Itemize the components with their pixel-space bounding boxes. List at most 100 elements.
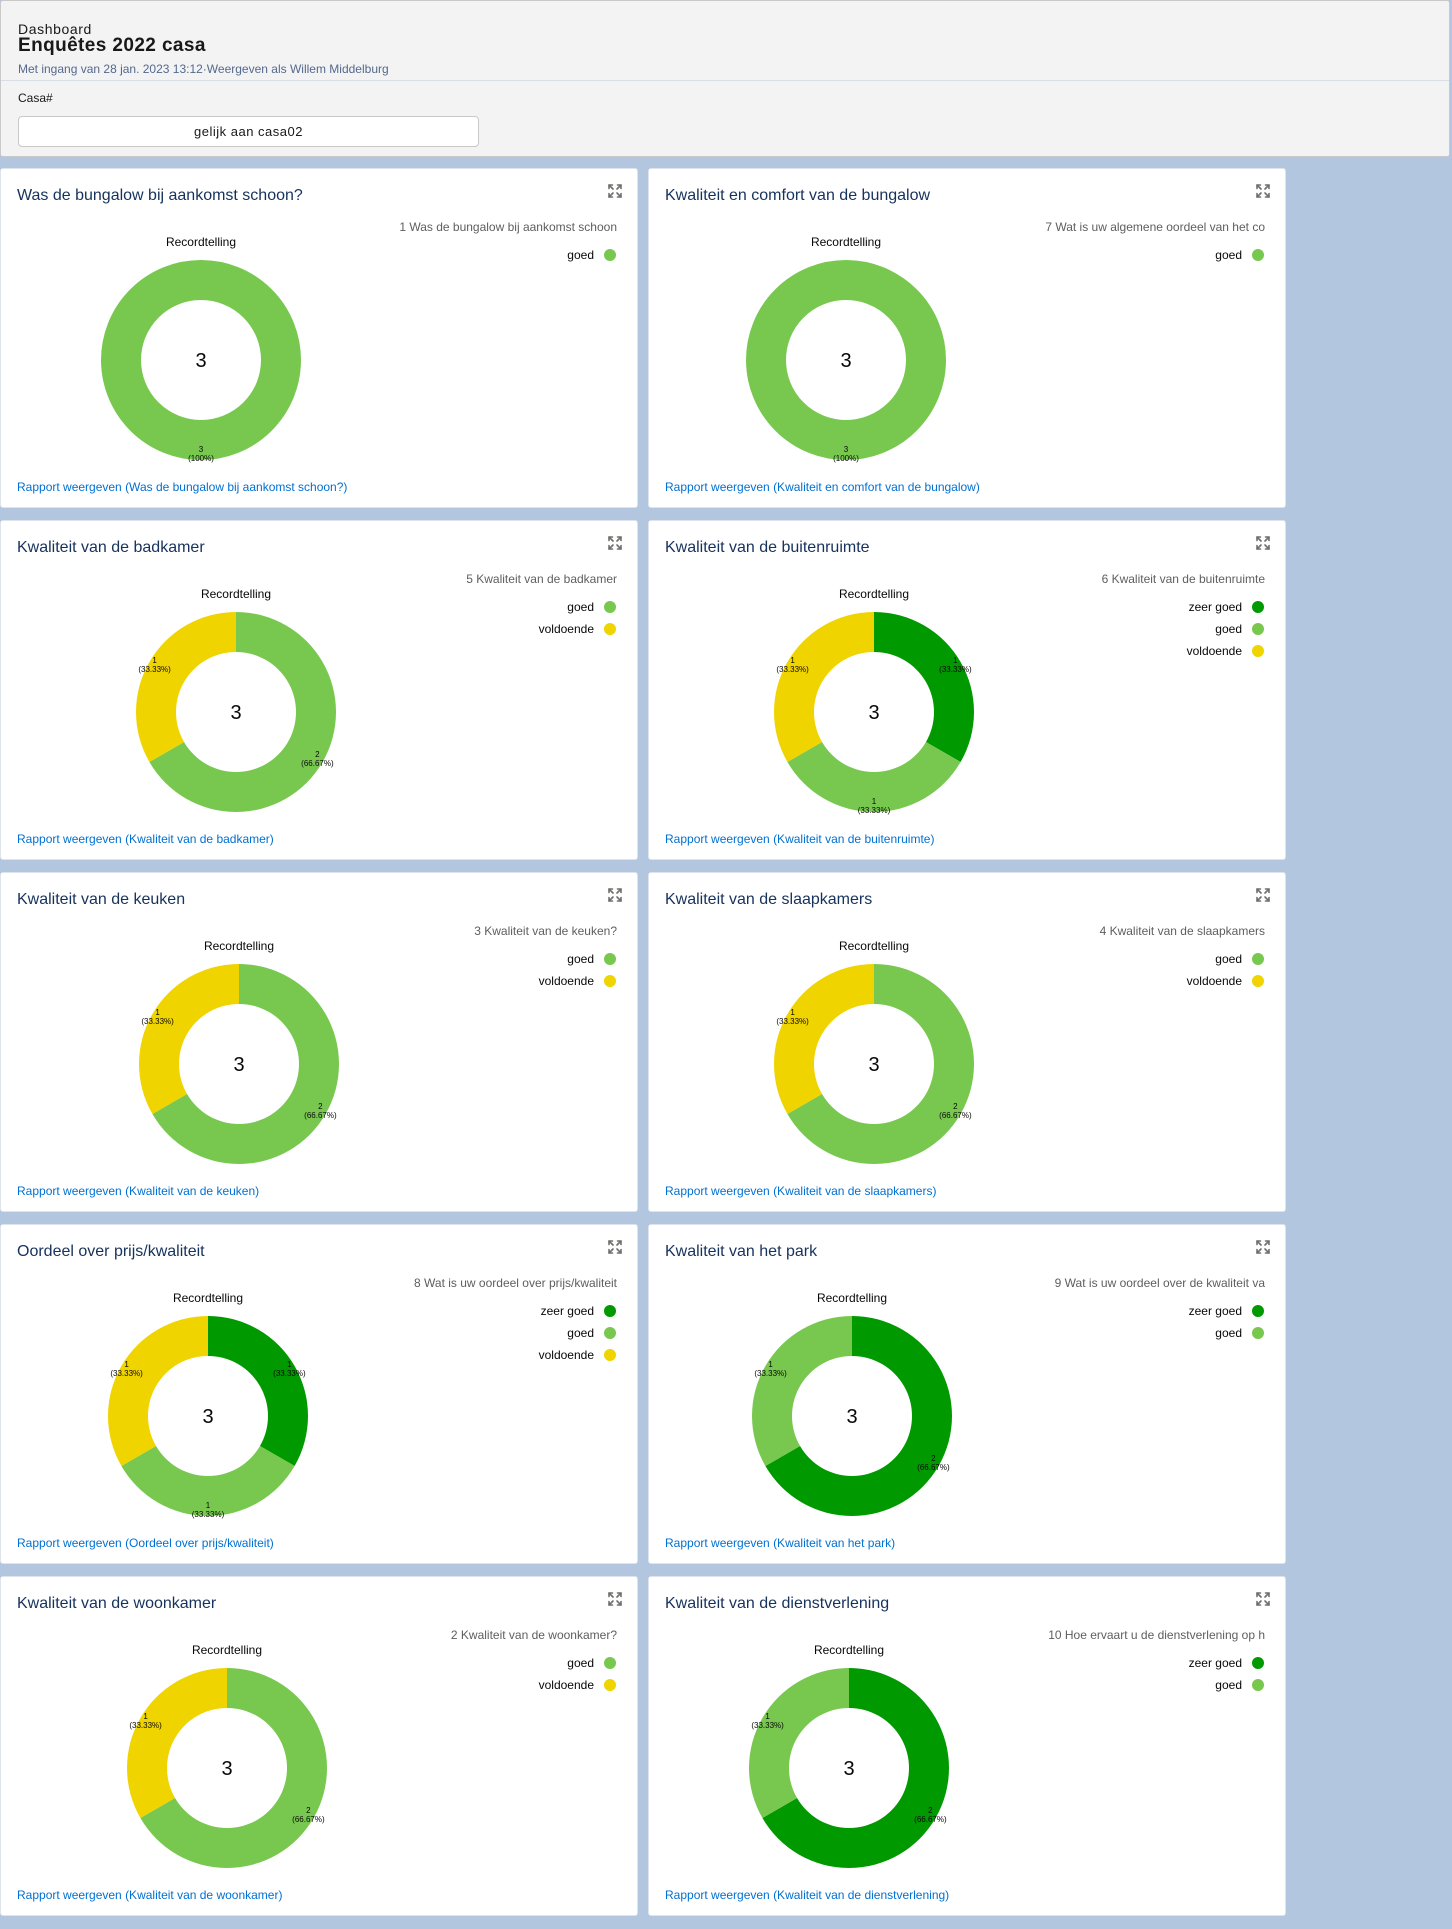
donut-center-total: 3 [868,1054,879,1076]
donut-segment-goed[interactable] [749,1668,849,1818]
chart-label: Recordtelling [172,1291,244,1305]
expand-icon[interactable] [608,1240,622,1254]
legend-item-goed[interactable]: goed [366,244,616,266]
filter-dropdown[interactable]: gelijk aan casa02 [18,116,479,147]
segment-count: 2 [931,1454,936,1463]
legend-item-goed[interactable]: goed [366,1322,616,1344]
expand-icon[interactable] [608,536,622,550]
legend-item-zeer-goed[interactable]: zeer goed [1014,1652,1264,1674]
segment-percent: (66.67%) [917,1463,950,1472]
legend-item-voldoende[interactable]: voldoende [1014,970,1264,992]
segment-data-label: 1 (33.33%) [138,656,171,674]
donut-chart: 2 (66.67%) 1 (33.33%) 3 [749,1668,949,1868]
legend-label: voldoende [538,974,594,988]
legend-item-goed[interactable]: goed [1014,244,1264,266]
legend-item-goed[interactable]: goed [1014,1674,1264,1696]
view-report-link[interactable]: Rapport weergeven (Was de bungalow bij a… [17,480,348,494]
chart-legend: goed voldoende [366,1652,616,1696]
donut-segment-voldoende[interactable] [774,612,874,762]
expand-icon[interactable] [1256,184,1270,198]
donut-segment-zeer-goed[interactable] [762,1668,949,1868]
view-report-link[interactable]: Rapport weergeven (Kwaliteit van de woon… [17,1888,283,1902]
donut-segment-voldoende[interactable] [108,1316,208,1466]
dashboard-card: Kwaliteit van de buitenruimte Recordtelli… [648,520,1286,860]
legend-item-goed[interactable]: goed [366,596,616,618]
legend-item-voldoende[interactable]: voldoende [366,970,616,992]
legend-item-zeer-goed[interactable]: zeer goed [366,1300,616,1322]
legend-item-goed[interactable]: goed [1014,618,1264,640]
legend-title: 2 Kwaliteit van de woonkamer? [450,1628,617,1642]
legend-item-zeer-goed[interactable]: zeer goed [1014,1300,1264,1322]
segment-data-label: 1 (33.33%) [141,1008,174,1026]
legend-item-goed[interactable]: goed [1014,1322,1264,1344]
segment-count: 1 [790,1008,795,1017]
legend-item-voldoende[interactable]: voldoende [366,1674,616,1696]
donut-segment-goed[interactable] [152,964,339,1164]
segment-count: 1 [206,1501,211,1510]
segment-count: 2 [318,1102,323,1111]
donut-segment-goed[interactable] [746,260,946,460]
header-divider [1,80,1449,81]
donut-segment-goed[interactable] [787,742,961,812]
legend-title: 4 Kwaliteit van de slaapkamers [1099,924,1265,938]
expand-icon[interactable] [608,888,622,902]
legend-label: goed [567,600,594,614]
donut-segment-zeer-goed[interactable] [765,1316,952,1516]
legend-swatch-goed [604,601,616,613]
donut-segment-voldoende[interactable] [127,1668,227,1818]
donut-segment-goed[interactable] [149,612,336,812]
legend-title: 10 Hoe ervaart u de dienstverlening op h [1048,1628,1265,1642]
legend-swatch-goed [1252,623,1264,635]
donut-segment-voldoende[interactable] [136,612,236,762]
dashboard-card: Kwaliteit van de badkamer Recordtelling 5 … [0,520,638,860]
donut-segment-goed[interactable] [140,1668,327,1868]
filter-label: Casa# [18,91,53,105]
legend-title: 1 Was de bungalow bij aankomst schoon [399,220,617,234]
legend-label: zeer goed [540,1304,594,1318]
legend-swatch-goed [1252,1327,1264,1339]
segment-data-label: 2 (66.67%) [917,1454,950,1472]
expand-icon[interactable] [608,1592,622,1606]
segment-percent: (66.67%) [914,1815,947,1824]
donut-segment-voldoende[interactable] [138,964,239,1114]
legend-swatch-voldoende [1252,975,1264,987]
legend-item-goed[interactable]: goed [366,948,616,970]
donut-segment-goed[interactable] [121,1446,295,1516]
legend-item-voldoende[interactable]: voldoende [1014,640,1264,662]
segment-data-label: 1 (33.33%) [751,1712,784,1730]
donut-chart: 2 (66.67%) 1 (33.33%) 3 [136,612,336,812]
chart-label: Recordtelling [810,235,882,249]
legend-item-goed[interactable]: goed [366,1652,616,1674]
donut-segment-goed[interactable] [787,964,974,1164]
legend-item-voldoende[interactable]: voldoende [366,618,616,640]
donut-segment-goed[interactable] [752,1316,852,1466]
view-report-link[interactable]: Rapport weergeven (Kwaliteit van het par… [665,1536,896,1550]
view-report-link[interactable]: Rapport weergeven (Kwaliteit van de slaa… [665,1184,937,1198]
legend-swatch-voldoende [604,1349,616,1361]
legend-item-zeer-goed[interactable]: zeer goed [1014,596,1264,618]
page-title: Enquêtes 2022 casa [18,35,206,56]
legend-item-goed[interactable]: goed [1014,948,1264,970]
expand-icon[interactable] [1256,1592,1270,1606]
view-report-link[interactable]: Rapport weergeven (Kwaliteit van de buit… [665,832,935,846]
donut-chart: 3 (100%)3 [746,260,946,463]
expand-icon[interactable] [608,184,622,198]
chart-label: Recordtelling [203,939,275,953]
donut-segment-zeer-goed[interactable] [208,1316,308,1466]
donut-segment-voldoende[interactable] [774,964,874,1114]
dashboard-card: Kwaliteit van de woonkamer Recordtelling 2… [0,1576,638,1916]
expand-icon[interactable] [1256,888,1270,902]
dashboard-card: Kwaliteit van de dienstverlening Recordte… [648,1576,1286,1916]
view-report-link[interactable]: Rapport weergeven (Oordeel over prijs/kw… [17,1536,274,1550]
view-report-link[interactable]: Rapport weergeven (Kwaliteit van de keuk… [17,1184,260,1198]
segment-data-label: 2 (66.67%) [914,1806,947,1824]
expand-icon[interactable] [1256,1240,1270,1254]
donut-segment-zeer-goed[interactable] [874,612,974,762]
legend-item-voldoende[interactable]: voldoende [366,1344,616,1366]
view-report-link[interactable]: Rapport weergeven (Kwaliteit en comfort … [665,480,980,494]
donut-segment-goed[interactable] [101,260,301,460]
expand-icon[interactable] [1256,536,1270,550]
view-report-link[interactable]: Rapport weergeven (Kwaliteit van de dien… [665,1888,950,1902]
legend-label: goed [1215,248,1242,262]
view-report-link[interactable]: Rapport weergeven (Kwaliteit van de badk… [17,832,274,846]
